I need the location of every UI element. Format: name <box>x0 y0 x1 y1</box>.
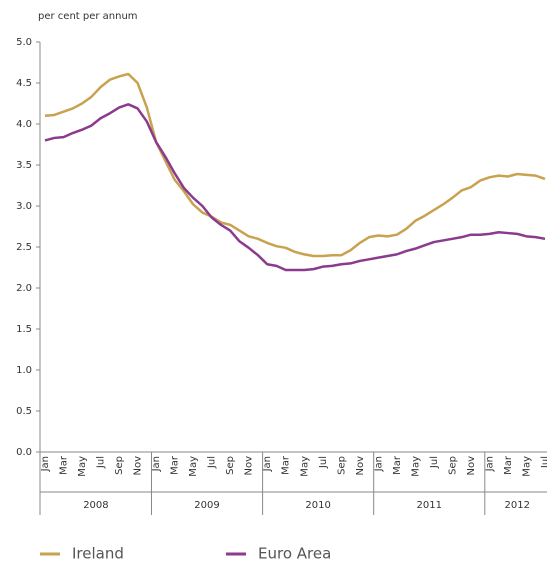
year-label: 2012 <box>504 500 529 511</box>
legend-label: Euro Area <box>258 545 331 561</box>
x-tick-label: Jul <box>429 456 440 469</box>
year-label: 2008 <box>83 500 108 511</box>
x-tick-label: May <box>299 456 310 477</box>
x-tick-label: Sep <box>225 456 236 475</box>
x-tick-label: May <box>410 456 421 477</box>
x-tick-label: May <box>188 456 199 477</box>
x-tick-label: Mar <box>503 455 514 475</box>
y-tick-label: 1.5 <box>16 324 32 335</box>
x-tick-label: Jan <box>373 456 384 472</box>
x-tick-label: Nov <box>133 456 144 476</box>
y-tick-label: 0.5 <box>16 406 32 417</box>
y-tick-label: 2.5 <box>16 242 32 253</box>
x-tick-label: Mar <box>59 455 70 475</box>
x-tick-label: Sep <box>336 456 347 475</box>
x-tick-label: May <box>77 456 88 477</box>
x-tick-label: Jul <box>318 456 329 469</box>
x-tick-label: Jan <box>484 456 495 472</box>
x-tick-label: Jan <box>151 456 162 472</box>
y-tick-label: 1.0 <box>16 365 32 376</box>
series-line <box>44 103 546 272</box>
x-tick-label: Nov <box>244 456 255 476</box>
y-tick-label: 0.0 <box>16 447 32 458</box>
year-label: 2010 <box>305 500 330 511</box>
x-tick-label: Jul <box>540 456 547 469</box>
x-tick-label: Nov <box>355 456 366 476</box>
x-tick-label: Mar <box>281 455 292 475</box>
x-tick-label: Jul <box>96 456 107 469</box>
legend-label: Ireland <box>72 545 124 561</box>
x-tick-label: Jan <box>262 456 273 472</box>
x-tick-label: Nov <box>466 456 477 476</box>
year-label: 2011 <box>417 500 442 511</box>
y-tick-label: 4.0 <box>16 119 32 130</box>
x-tick-label: Jan <box>40 456 51 472</box>
y-tick-label: 4.5 <box>16 78 32 89</box>
x-tick-label: Jul <box>207 456 218 469</box>
y-tick-label: 3.5 <box>16 160 32 171</box>
y-axis-label: per cent per annum <box>38 11 138 22</box>
x-tick-label: Sep <box>447 456 458 475</box>
x-tick-label: Mar <box>170 455 181 475</box>
y-tick-label: 3.0 <box>16 201 32 212</box>
year-label: 2009 <box>194 500 219 511</box>
series-line <box>44 72 546 258</box>
y-tick-label: 2.0 <box>16 283 32 294</box>
y-tick-label: 5.0 <box>16 37 32 48</box>
x-tick-label: Mar <box>392 455 403 475</box>
x-tick-label: Sep <box>114 456 125 475</box>
x-tick-label: May <box>521 456 532 477</box>
